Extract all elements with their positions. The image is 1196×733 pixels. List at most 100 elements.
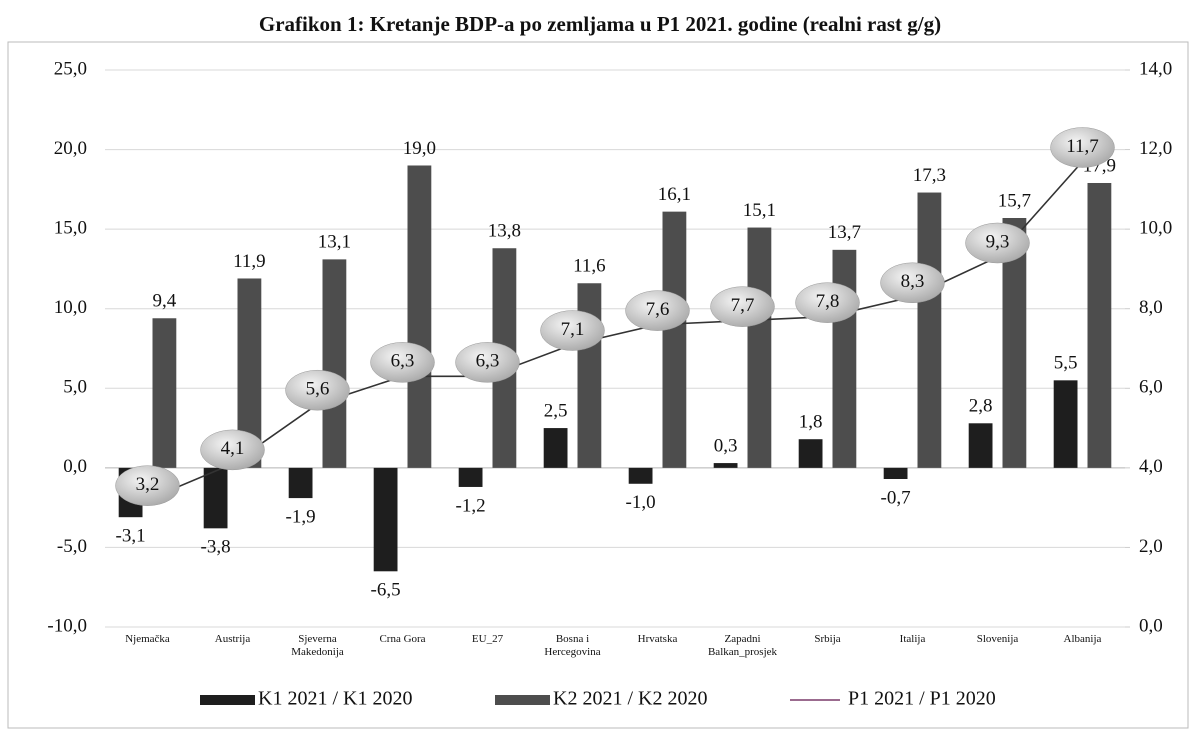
data-label: 3,2 [136,474,160,495]
legend-label: K2 2021 / K2 2020 [553,688,707,710]
x-tick-label: Njemačka [125,633,170,645]
bar [968,423,993,468]
y2-tick-label: 12,0 [1139,138,1172,159]
y-tick-label: 25,0 [54,58,87,79]
data-label: 19,0 [403,138,436,159]
bar [1053,380,1078,468]
y2-tick-label: 0,0 [1139,615,1163,636]
y2-tick-label: 8,0 [1139,297,1163,318]
data-label: 6,3 [391,351,415,372]
bar [798,439,823,468]
bar [832,249,857,468]
data-label: 9,3 [986,231,1010,252]
bar [543,428,568,468]
x-tick-label-box: Bosna i Hercegovina [544,633,601,658]
x-tick-label-box: Austrija [214,633,251,645]
y-tick-label: 20,0 [54,138,87,159]
x-tick-label-box: Hrvatska [637,633,678,645]
label-bubble [965,222,1030,264]
y2-tick-label: 4,0 [1139,456,1163,477]
data-label: 1,8 [799,412,823,433]
label-bubble [455,342,520,383]
data-label: 13,1 [318,232,351,253]
x-tick-label: Crna Gora [379,633,426,645]
legend-swatch [495,695,550,705]
y2-tick-label: 14,0 [1139,58,1172,79]
x-tick-label: Italija [899,633,926,645]
x-tick-label: Austrija [214,633,251,645]
data-label: 2,8 [969,396,993,417]
x-tick-label: Srbija [814,633,841,645]
x-tick-label-box: Srbija [814,633,841,645]
data-label: -1,0 [626,492,656,513]
x-tick-label-box: Njemačka [125,633,170,645]
data-label: 16,1 [658,184,691,205]
label-bubble [370,342,435,383]
data-label: 11,6 [573,256,606,277]
x-tick-label-box: Italija [899,633,926,645]
y-tick-label: 15,0 [54,218,87,239]
x-tick-label: EU_27 [471,633,504,645]
chart-frame [7,41,1189,729]
data-label: 9,4 [153,291,177,312]
label-bubble [795,282,860,323]
x-tick-label: Albanija [1063,633,1102,645]
data-label: 7,7 [731,295,755,316]
y-tick-label: 10,0 [54,297,87,318]
bar [1002,218,1027,468]
y2-tick-label: 2,0 [1139,536,1163,557]
bar [203,467,228,529]
data-label: 15,7 [998,190,1031,211]
data-label: 5,6 [306,379,330,400]
bar [458,467,483,487]
data-label: -0,7 [881,487,911,508]
data-label: -3,8 [201,537,231,558]
bar [152,318,177,468]
data-label: -1,2 [456,495,486,516]
legend-label: K1 2021 / K1 2020 [258,688,412,710]
data-label: -3,1 [116,526,146,547]
line [147,160,1084,501]
bar [713,463,738,468]
bar [288,467,313,499]
x-tick-label: Slovenija [976,633,1019,645]
bar [917,192,942,468]
label-bubble [1050,127,1115,168]
data-label: 7,8 [816,291,840,312]
data-label: 7,6 [646,299,670,320]
x-tick-label: Bosna i Hercegovina [544,633,601,658]
y-tick-label: -10,0 [47,615,87,636]
data-label: 6,3 [476,351,500,372]
bar [322,259,347,468]
legend-label: P1 2021 / P1 2020 [848,688,996,710]
x-tick-label: Zapadni Balkan_prosjek [707,633,778,658]
y-tick-label: 5,0 [63,377,87,398]
label-bubble [710,286,775,327]
bar [237,278,262,468]
bar [747,227,772,468]
data-label: 7,1 [561,319,585,340]
x-tick-label: Sjeverna Makedonija [291,633,344,658]
data-label: 11,9 [233,251,266,272]
data-label: 13,7 [828,222,861,243]
data-label: 2,5 [544,400,568,421]
data-label: 4,1 [221,438,245,459]
bar [662,211,687,468]
data-label: 15,1 [743,200,776,221]
y2-tick-label: 10,0 [1139,218,1172,239]
x-tick-label-box: Slovenija [976,633,1019,645]
bar [577,283,602,468]
data-label: 13,8 [488,221,521,242]
bar [373,467,398,572]
data-label: 17,3 [913,165,946,186]
label-bubble [625,290,690,331]
bar [628,467,653,484]
x-tick-label-box: Sjeverna Makedonija [291,633,344,658]
data-label: -6,5 [371,580,401,601]
data-label: -1,9 [286,506,316,527]
y-tick-label: 0,0 [63,456,87,477]
chart-title: Grafikon 1: Kretanje BDP-a po zemljama u… [259,12,941,36]
x-tick-label-box: Albanija [1063,633,1102,645]
x-tick-label: Hrvatska [637,633,678,645]
